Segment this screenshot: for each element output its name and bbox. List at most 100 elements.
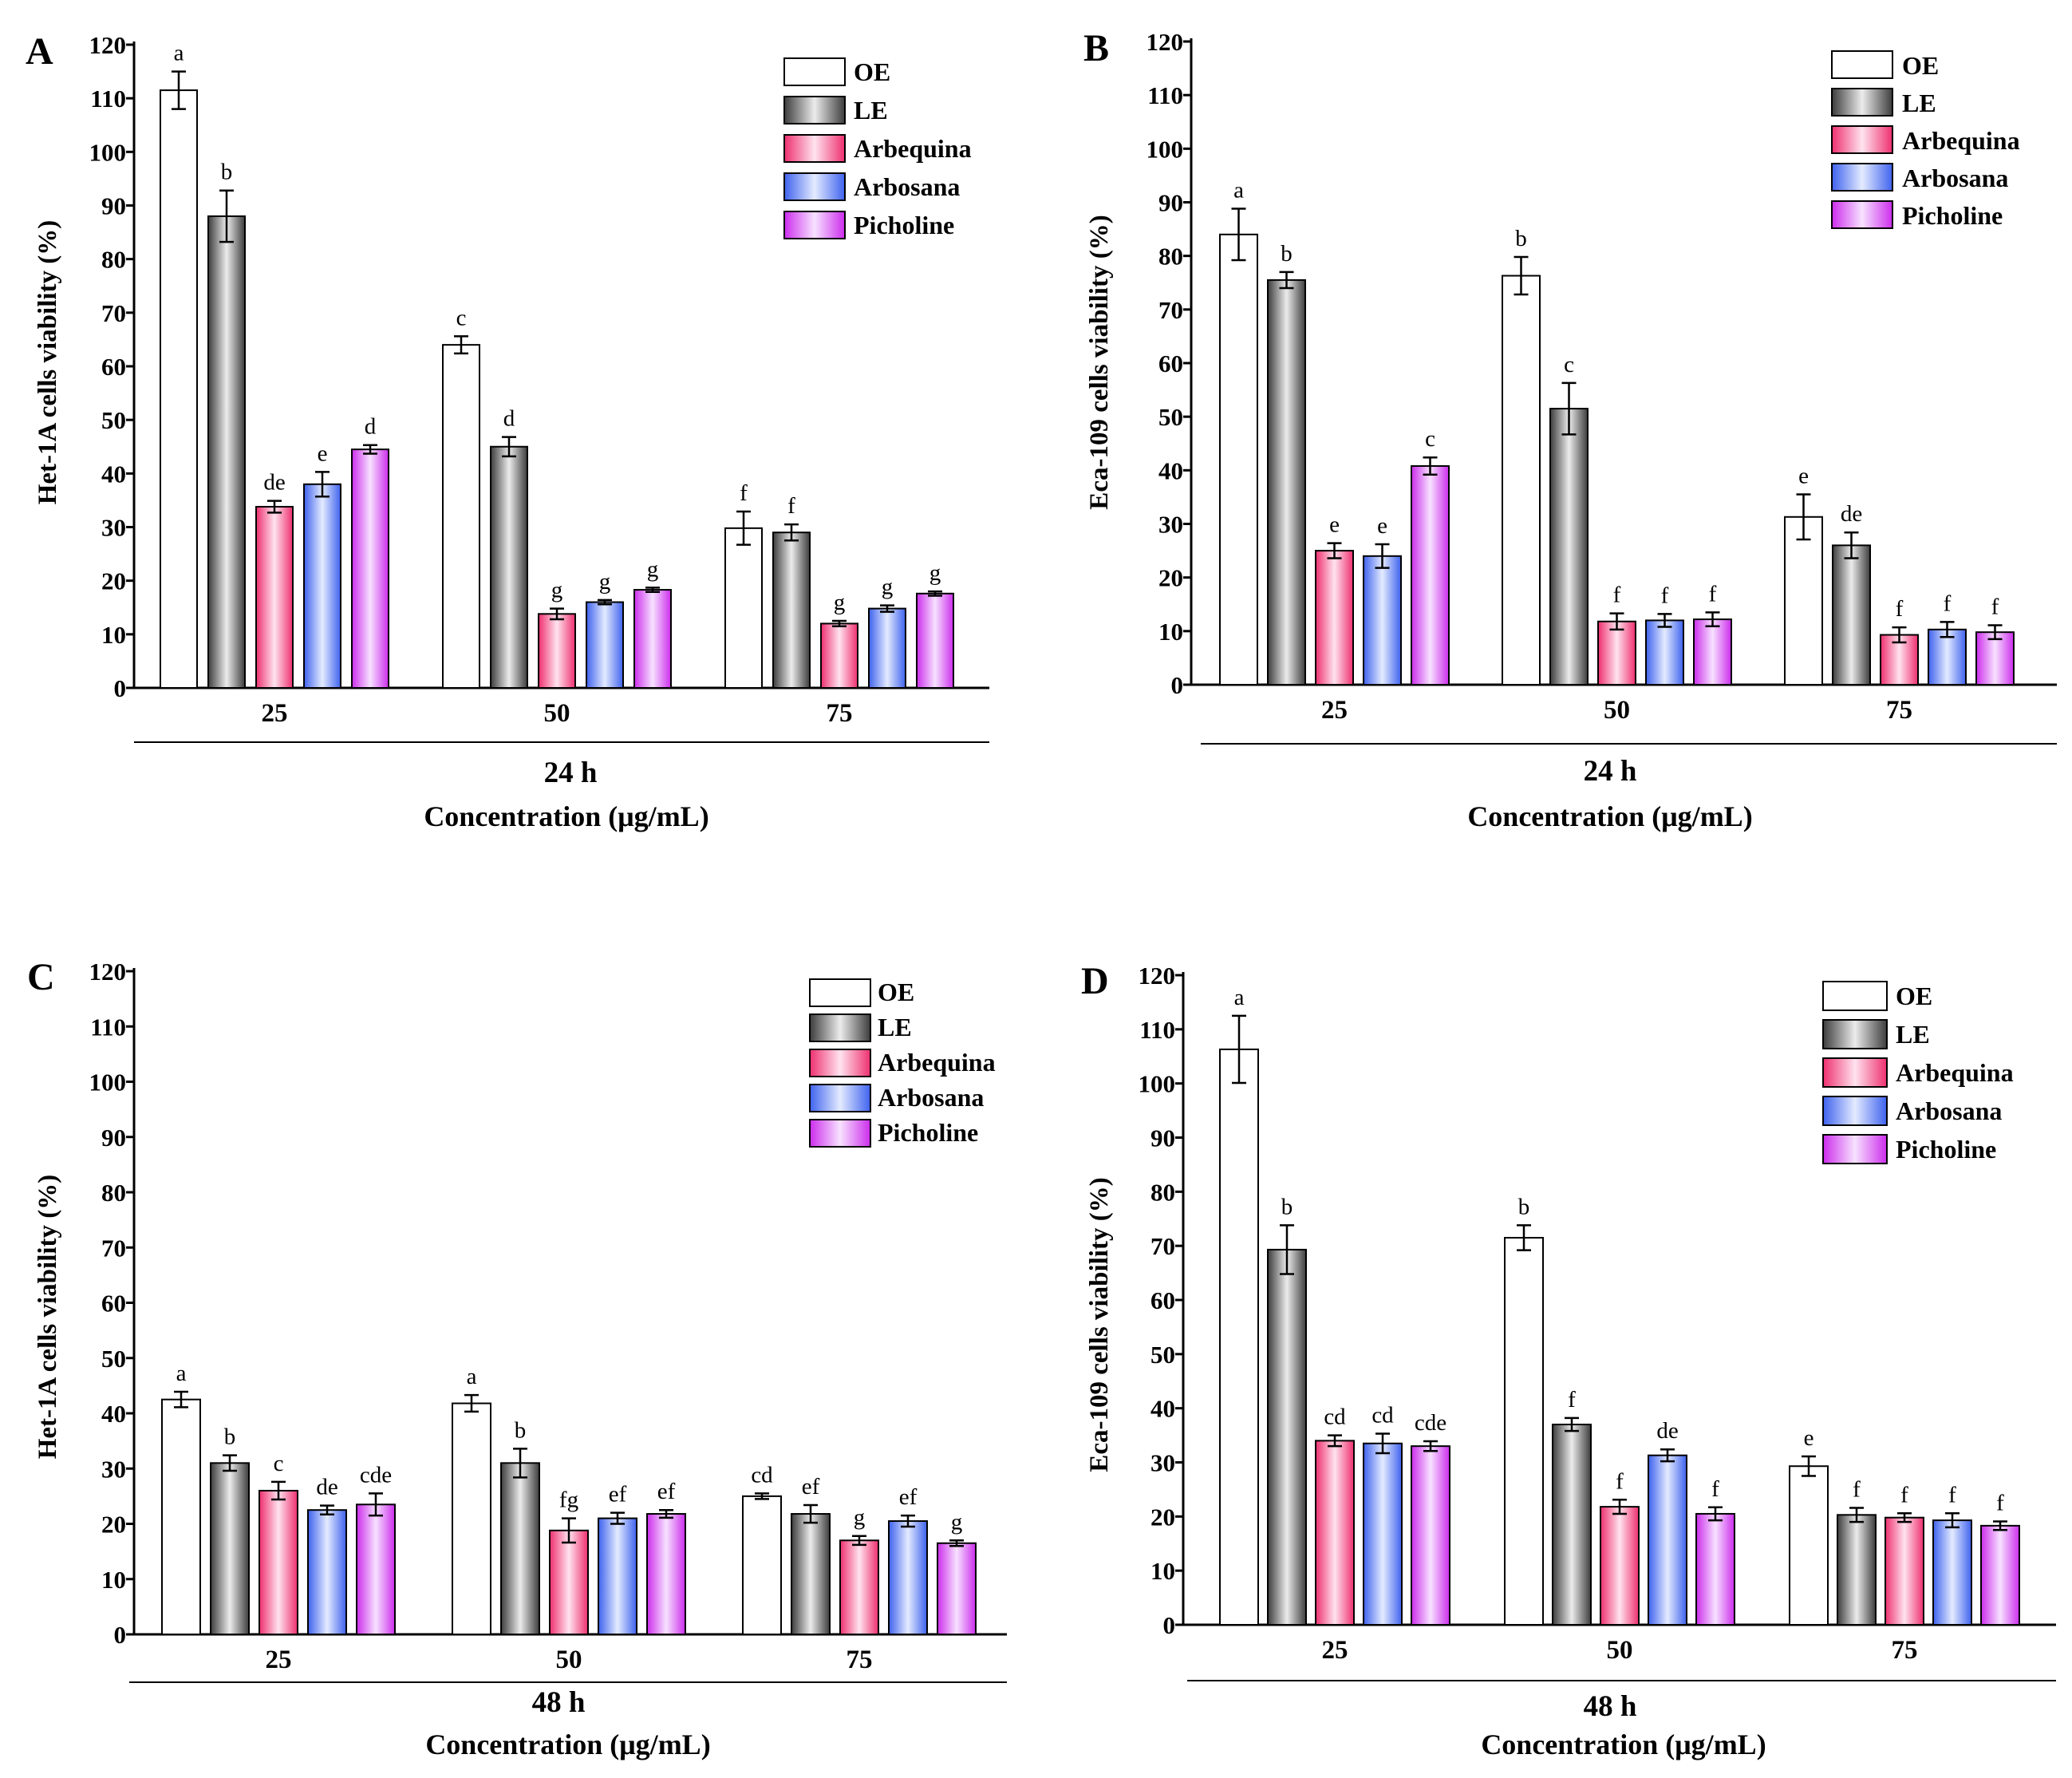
bar-picholine-25: [1411, 1445, 1450, 1626]
y-tick-label: 30: [101, 1455, 126, 1483]
legend-swatch-le: [783, 96, 846, 124]
legend-swatch-arbequina: [1822, 1057, 1888, 1088]
bar-oe-50: [1502, 275, 1541, 686]
y-tick-label: 100: [1139, 1070, 1176, 1098]
y-tick-label: 40: [1158, 456, 1183, 484]
y-tick-label: 70: [1150, 1232, 1175, 1260]
bar-arbequina-50: [1597, 620, 1636, 686]
bar-arbequina-25: [1315, 1440, 1355, 1626]
bar-le-50: [500, 1462, 540, 1635]
bar-le-50: [1549, 408, 1589, 686]
significance-letter: g: [834, 590, 846, 615]
y-tick-label: 10: [101, 621, 126, 649]
significance-letter: c: [1564, 352, 1574, 377]
significance-letter: cde: [360, 1462, 392, 1488]
bar-picholine-75: [937, 1542, 977, 1636]
significance-letter: ef: [899, 1484, 918, 1510]
legend-label-le: LE: [878, 1013, 912, 1041]
legend-label-oe: OE: [878, 978, 914, 1006]
panel-label: D: [1081, 960, 1109, 1002]
bar-picholine-50: [646, 1513, 686, 1636]
significance-letter: f: [1616, 1468, 1624, 1494]
significance-letter: b: [1281, 1194, 1293, 1219]
bar-oe-25: [1219, 1048, 1259, 1626]
bar-oe-50: [442, 344, 480, 689]
significance-letter: b: [224, 1424, 236, 1450]
significance-letter: g: [929, 560, 941, 586]
y-tick-label: 90: [1150, 1124, 1175, 1152]
bar-picholine-25: [356, 1503, 396, 1635]
significance-letter: g: [599, 569, 611, 595]
legend: OE LE Arbequina Arbosana Picholine: [1822, 981, 2014, 1164]
legend-swatch-arbosana: [783, 172, 846, 201]
x-category-label: 75: [1886, 696, 1912, 725]
x-category-label: 50: [544, 699, 570, 728]
chart-panel-d: D Eca-109 cells viability (%) 48 h Conce…: [1081, 960, 2056, 1760]
significance-letter: b: [1281, 241, 1293, 267]
bar-arbequina-75: [839, 1539, 879, 1636]
bar-arbosana-25: [307, 1509, 347, 1635]
time-label: 24 h: [544, 757, 598, 789]
y-tick-label: 110: [1139, 1016, 1175, 1044]
y-tick-label: 110: [1147, 81, 1183, 109]
significance-letter: c: [1425, 426, 1435, 452]
bar-le-75: [1837, 1514, 1877, 1626]
significance-letter: d: [365, 414, 377, 440]
significance-letter: e: [318, 441, 328, 466]
significance-letter: g: [854, 1505, 866, 1531]
legend: OE LE Arbequina Arbosana Picholine: [783, 57, 972, 239]
significance-letter: de: [1656, 1418, 1678, 1444]
significance-letter: g: [647, 556, 659, 582]
legend-label-oe: OE: [1896, 982, 1932, 1010]
legend-swatch-arbequina: [1831, 125, 1893, 154]
bar-le-25: [1267, 279, 1306, 686]
bar-arbosana-50: [1648, 1454, 1687, 1626]
y-tick-label: 60: [1150, 1286, 1175, 1314]
significance-letter: f: [1944, 591, 1952, 616]
legend-swatch-le: [809, 1013, 871, 1042]
bar-oe-75: [1784, 516, 1823, 686]
significance-letter: de: [1841, 501, 1862, 527]
y-tick-label: 80: [1158, 243, 1183, 271]
significance-letter: f: [1568, 1387, 1576, 1413]
bar-le-75: [772, 531, 811, 689]
y-tick-label: 30: [101, 514, 126, 542]
y-tick-label: 50: [1150, 1341, 1175, 1369]
significance-letter: g: [951, 1509, 963, 1535]
bar-oe-75: [742, 1495, 782, 1635]
y-tick-label: 20: [1150, 1503, 1175, 1531]
y-tick-label: 80: [101, 1179, 126, 1207]
significance-letter: f: [1661, 583, 1669, 608]
legend-label-le: LE: [1902, 89, 1936, 117]
y-tick-label: 30: [1150, 1449, 1175, 1477]
x-category-label: 25: [262, 699, 288, 728]
significance-letter: ef: [609, 1482, 627, 1507]
legend-label-oe: OE: [1902, 51, 1939, 80]
legend-swatch-arbosana: [1831, 163, 1893, 192]
y-axis-label: Eca-109 cells viability (%): [1085, 215, 1114, 509]
significance-letter: b: [1518, 1194, 1530, 1219]
x-axis-label: Concentration (μg/mL): [424, 800, 708, 832]
legend-label-picholine: Picholine: [1896, 1135, 1996, 1164]
legend-swatch-picholine: [1831, 200, 1893, 229]
x-category-label: 75: [847, 1646, 873, 1674]
bar-le-50: [1552, 1424, 1592, 1626]
legend-label-arbosana: Arbosana: [1896, 1096, 2002, 1125]
y-tick-label: 70: [101, 299, 126, 327]
y-tick-label: 100: [89, 138, 127, 166]
x-category-label: 75: [1892, 1636, 1918, 1665]
bar-arbequina-50: [1600, 1506, 1640, 1626]
y-tick-label: 50: [1158, 403, 1183, 431]
bar-arbequina-75: [820, 622, 858, 689]
significance-letter: e: [1377, 513, 1387, 539]
significance-letter: b: [221, 160, 233, 185]
y-tick-label: 50: [101, 406, 126, 434]
time-label: 24 h: [1584, 755, 1637, 788]
significance-letter: a: [174, 41, 184, 66]
panel-label: C: [27, 956, 55, 998]
bar-oe-50: [452, 1402, 491, 1636]
y-tick-label: 110: [90, 85, 126, 113]
y-axis-label: Het-1A cells viability (%): [34, 220, 62, 505]
